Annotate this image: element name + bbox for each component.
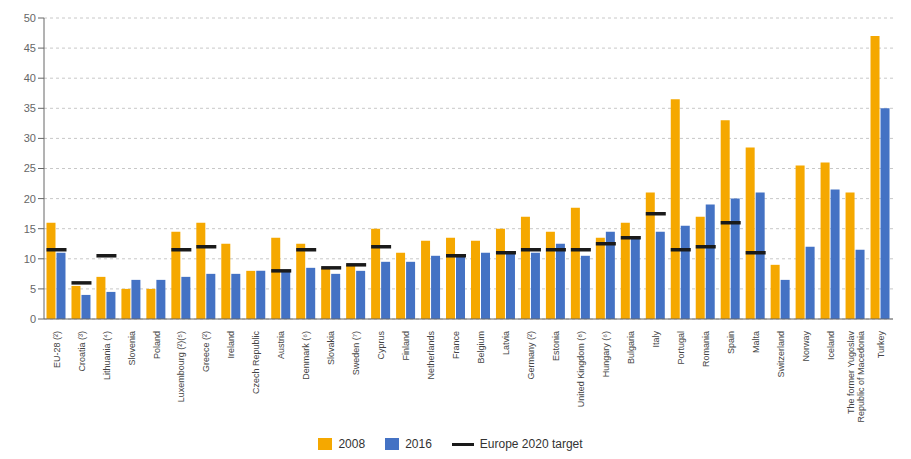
svg-text:Slovenia: Slovenia xyxy=(127,331,137,366)
svg-text:15: 15 xyxy=(24,223,36,235)
svg-text:Luxembourg (²)(⁵): Luxembourg (²)(⁵) xyxy=(176,331,186,402)
html-text:2016: 2016 xyxy=(405,437,432,451)
svg-text:Ireland: Ireland xyxy=(226,331,236,359)
svg-text:Hungary (⁶): Hungary (⁶) xyxy=(601,331,611,377)
svg-text:Turkey: Turkey xyxy=(876,331,886,359)
svg-text:Slovakia: Slovakia xyxy=(326,331,336,365)
svg-text:Lithuania (⁴): Lithuania (⁴) xyxy=(102,331,112,380)
svg-text:45: 45 xyxy=(24,42,36,54)
svg-text:Switzerland: Switzerland xyxy=(776,331,786,378)
svg-text:Austria: Austria xyxy=(276,331,286,359)
svg-text:Netherlands: Netherlands xyxy=(426,331,436,380)
svg-text:Estonia: Estonia xyxy=(551,331,561,361)
svg-text:Czech Republic: Czech Republic xyxy=(251,331,261,395)
html-text:Europe 2020 target: Europe 2020 target xyxy=(479,437,583,451)
svg-text:25: 25 xyxy=(24,162,36,174)
svg-text:Spain: Spain xyxy=(726,331,736,354)
svg-text:20: 20 xyxy=(24,193,36,205)
svg-text:United Kingdom (⁸): United Kingdom (⁸) xyxy=(576,331,586,407)
svg-text:Belgium: Belgium xyxy=(476,331,486,364)
svg-text:Bulgaria: Bulgaria xyxy=(626,331,636,364)
svg-text:Latvia: Latvia xyxy=(501,331,511,355)
svg-text:Sweden (⁷): Sweden (⁷) xyxy=(351,331,361,375)
svg-text:Greece (²): Greece (²) xyxy=(201,331,211,372)
svg-text:Iceland: Iceland xyxy=(826,331,836,360)
svg-text:Romania: Romania xyxy=(701,331,711,367)
svg-text:Italy: Italy xyxy=(651,331,661,348)
svg-text:30: 30 xyxy=(24,132,36,144)
svg-text:5: 5 xyxy=(30,283,36,295)
svg-text:40: 40 xyxy=(24,72,36,84)
svg-text:Norway: Norway xyxy=(801,331,811,362)
svg-text:35: 35 xyxy=(24,102,36,114)
svg-text:Croatia (³): Croatia (³) xyxy=(77,331,87,372)
svg-text:Denmark (⁶): Denmark (⁶) xyxy=(301,331,311,380)
svg-text:Cyprus: Cyprus xyxy=(376,331,386,360)
svg-text:10: 10 xyxy=(24,253,36,265)
svg-text:0: 0 xyxy=(30,313,36,325)
svg-text:Portugal: Portugal xyxy=(676,331,686,365)
svg-text:Germany (²): Germany (²) xyxy=(526,331,536,380)
svg-text:50: 50 xyxy=(24,12,36,24)
svg-text:EU-28 (²): EU-28 (²) xyxy=(52,331,62,368)
html-text:2008: 2008 xyxy=(338,437,366,451)
svg-text:Poland: Poland xyxy=(152,331,162,359)
svg-text:France: France xyxy=(451,331,461,359)
svg-text:Malta: Malta xyxy=(751,331,761,353)
svg-text:The former YugoslavRepublic of: The former YugoslavRepublic of Macedonia xyxy=(846,331,866,423)
svg-text:Finland: Finland xyxy=(401,331,411,361)
